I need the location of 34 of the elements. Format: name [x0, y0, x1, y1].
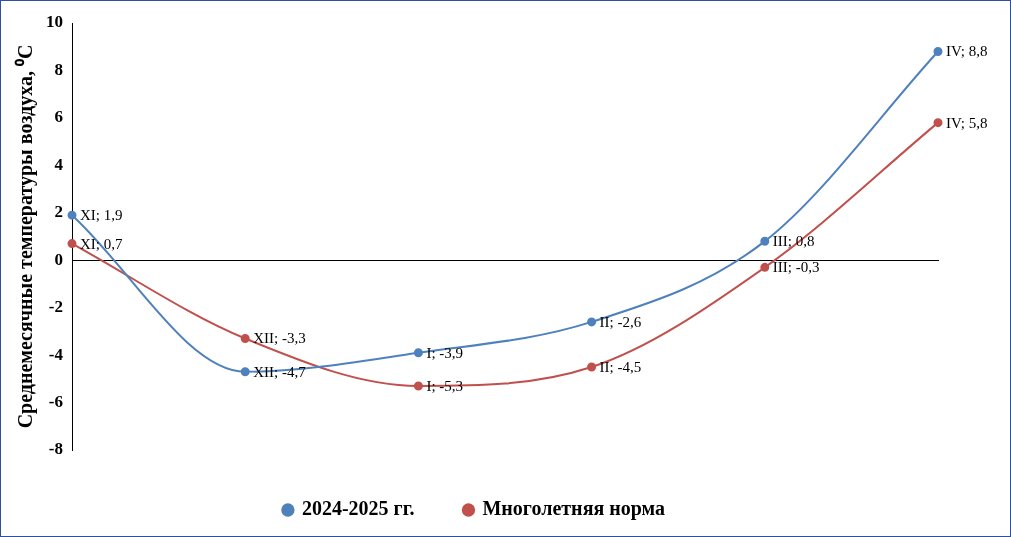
y-tick-label: -4 — [48, 344, 64, 364]
y-tick-label: 8 — [54, 59, 63, 79]
y-tick-label: 0 — [54, 249, 63, 269]
point — [933, 46, 943, 56]
point — [413, 381, 423, 391]
point — [760, 262, 770, 272]
point — [240, 367, 250, 377]
point — [413, 348, 423, 358]
legend-label: 2024-2025 гг. — [301, 497, 415, 520]
point — [240, 334, 250, 344]
y-tick-label: 10 — [46, 12, 63, 32]
point — [933, 118, 943, 128]
data-label: III; 0,8 — [772, 233, 815, 250]
y-tick-label: 4 — [54, 154, 64, 174]
data-label: II; -4,5 — [599, 358, 642, 375]
y-tick-label: 6 — [54, 107, 63, 127]
point — [587, 362, 597, 372]
data-label: XII; -3,3 — [253, 330, 306, 347]
y-tick-label: 2 — [54, 202, 63, 222]
data-label: XI; 1,9 — [80, 207, 123, 224]
legend-label: Многолетняя норма — [482, 497, 666, 521]
y-tick-label: -8 — [48, 439, 63, 459]
point — [760, 236, 770, 246]
data-label: II; -2,6 — [599, 313, 642, 330]
y-tick-label: -2 — [48, 297, 63, 317]
data-label: IV; 5,8 — [946, 114, 988, 131]
data-label: XI; 0,7 — [80, 235, 123, 252]
point — [587, 317, 597, 327]
y-tick-label: -6 — [48, 391, 63, 411]
data-label: IV; 8,8 — [946, 43, 988, 60]
point — [67, 210, 77, 220]
point — [67, 239, 77, 249]
data-label: III; -0,3 — [772, 259, 820, 276]
y-axis-title: Среднемесячные температуры воздуха, ⁰С — [14, 44, 38, 429]
